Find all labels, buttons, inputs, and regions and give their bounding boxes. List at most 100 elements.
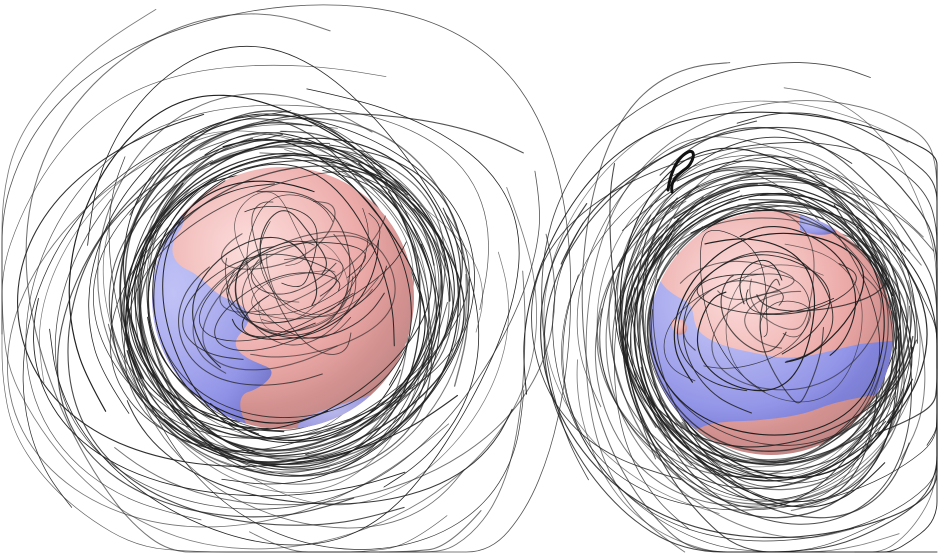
field-line-left-53 (219, 215, 386, 313)
field-line-right-74 (616, 146, 926, 467)
field-line-right-40 (576, 136, 906, 408)
field-line-right-55 (649, 209, 885, 436)
field-line-left-58 (110, 144, 463, 455)
field-line-right-87 (633, 192, 839, 479)
field-line-right-53 (523, 111, 938, 395)
field-line-left-69 (87, 45, 480, 488)
field-line-loop (666, 149, 695, 194)
field-line-right-83 (561, 154, 924, 553)
field-line-right-10 (696, 238, 816, 392)
field-line-right-24 (646, 200, 914, 452)
field-line-right-57 (596, 170, 921, 502)
field-line-right-23 (613, 167, 834, 530)
field-line-left-30 (123, 113, 431, 453)
field-line-left-92 (108, 156, 525, 550)
field-line-left-83 (119, 121, 362, 451)
field-line-right-65 (612, 181, 935, 482)
field-line-right-86 (777, 87, 938, 553)
field-line-left-18 (114, 233, 556, 506)
field-line-right-61 (585, 100, 938, 553)
field-line-left-20 (204, 132, 442, 456)
field-line-right-81 (620, 169, 892, 468)
field-line-left-14 (137, 139, 442, 442)
field-line-right-63 (599, 172, 911, 490)
field-line-left-65 (162, 143, 430, 494)
field-line-right-58 (679, 260, 795, 301)
field-line-left-38 (97, 93, 467, 485)
field-line-left-84 (135, 139, 440, 476)
field-line-right-30 (657, 170, 905, 512)
field-line-left-3 (1, 4, 572, 553)
field-line-right-31 (552, 222, 938, 542)
field-line-right-14 (673, 232, 865, 383)
field-line-right-52 (759, 278, 825, 404)
field-line-left-74 (25, 13, 482, 553)
field-line-left-46 (147, 180, 329, 424)
field-line-right-71 (543, 100, 909, 514)
field-line-left-78 (202, 235, 375, 371)
field-line-right-67 (620, 172, 901, 519)
field-line-right-51 (756, 251, 888, 312)
field-line-right-73 (640, 171, 913, 525)
field-line-right-88 (744, 290, 802, 349)
field-line-left-89 (182, 253, 337, 360)
field-line-left-10 (67, 133, 405, 526)
field-line-left-55 (258, 241, 349, 333)
field-line-right-79 (640, 194, 899, 472)
field-line-left-8 (125, 317, 465, 529)
field-line-left-26 (88, 114, 475, 485)
field-line-left-77 (25, 104, 489, 521)
field-line-left-64 (250, 259, 337, 295)
field-line-left-31 (209, 138, 426, 441)
field-line-right-85 (651, 205, 913, 446)
field-line-left-11 (17, 113, 458, 467)
field-line-left-29 (232, 130, 433, 477)
field-line-right-89 (626, 207, 908, 462)
field-line-left-73 (126, 137, 460, 466)
field-line-left-42 (33, 297, 406, 497)
field-line-left-79 (231, 240, 379, 340)
field-line-left-52 (126, 159, 443, 471)
field-line-left-87 (266, 253, 373, 318)
field-line-right-12 (644, 194, 903, 465)
field-line-left-25 (122, 150, 461, 474)
field-line-right-80 (620, 168, 861, 460)
field-line-right-69 (682, 251, 834, 414)
field-line-left-68 (1, 8, 538, 550)
field-line-right-39 (681, 238, 902, 484)
field-line-left-24 (234, 191, 307, 303)
field-line-left-16 (220, 200, 336, 270)
field-line-right-42 (663, 273, 811, 382)
field-line-right-70 (677, 254, 831, 392)
field-line-left-27 (261, 256, 344, 323)
field-line-left-85 (246, 194, 352, 339)
field-line-right-18 (543, 120, 938, 553)
field-line-right-3 (737, 204, 815, 330)
field-line-left-33 (54, 170, 540, 510)
field-line-left-35 (153, 169, 421, 419)
field-line-right-36 (594, 308, 904, 507)
field-line-left-43 (192, 236, 318, 368)
field-line-left-66 (123, 170, 448, 453)
field-line-right-13 (651, 154, 894, 488)
field-line-left-57 (250, 251, 509, 506)
field-line-left-5 (192, 231, 396, 374)
field-line-right-16 (696, 263, 857, 316)
field-line-left-93 (177, 266, 323, 386)
field-line-left-34 (49, 88, 520, 546)
field-line-right-15 (725, 243, 863, 403)
sphere-right (649, 211, 893, 455)
field-line-right-27 (739, 226, 857, 356)
field-line-right-28 (711, 274, 882, 391)
field-line-left-63 (124, 110, 348, 464)
field-lines-front (1, 4, 938, 553)
field-line-right-32 (619, 147, 938, 508)
field-line-left-86 (251, 201, 352, 355)
field-line-left-15 (226, 212, 381, 316)
field-line-left-45 (39, 130, 483, 384)
field-line-left-76 (140, 133, 430, 457)
field-line-right-47 (700, 229, 768, 393)
field-line-left-39 (56, 112, 524, 518)
